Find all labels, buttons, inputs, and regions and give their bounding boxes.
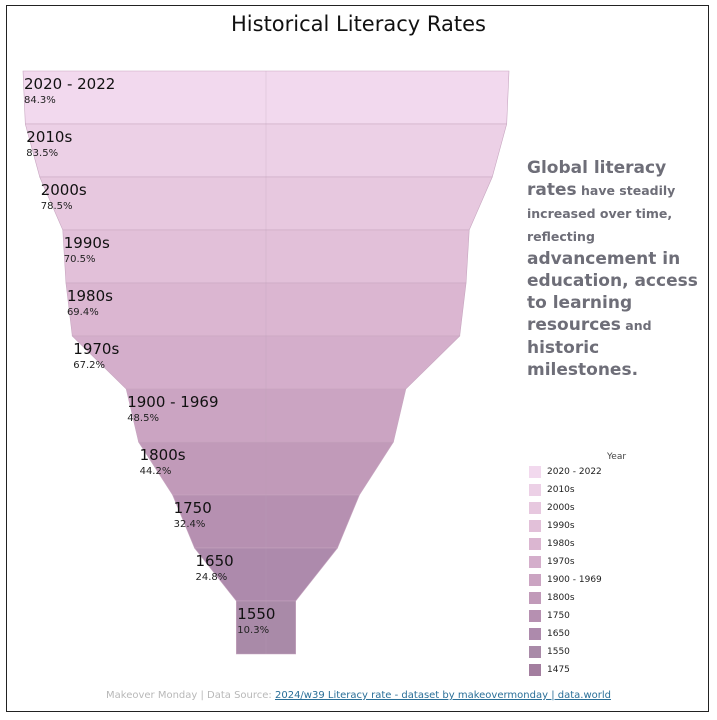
segment-label: 1550: [237, 605, 276, 623]
segment-value: 10.3%: [237, 625, 270, 636]
segment-value: 48.5%: [127, 413, 159, 424]
segment-label: 2000s: [40, 181, 87, 199]
legend-swatch: [529, 484, 541, 496]
segment-value: 84.3%: [24, 95, 56, 106]
legend-swatch: [529, 592, 541, 604]
legend-swatch: [529, 646, 541, 658]
legend-label: 1970s: [547, 557, 575, 567]
narrative-part-2: rates: [527, 180, 577, 200]
segment-value: 32.4%: [173, 519, 206, 530]
legend-label: 2020 - 2022: [547, 467, 602, 477]
segment-value: 69.4%: [66, 307, 99, 318]
legend-swatch: [529, 556, 541, 568]
segment-value: 78.5%: [40, 201, 73, 212]
legend-label: 2010s: [547, 485, 575, 495]
segment-value: 24.8%: [195, 572, 228, 583]
legend-label: 1800s: [547, 593, 575, 603]
segment-label: 1800s: [139, 446, 186, 464]
segment-label: 1900 - 1969: [127, 393, 219, 411]
legend-label: 1475: [547, 665, 570, 675]
legend-swatch: [529, 664, 541, 676]
segment-label: 1990s: [63, 234, 110, 252]
legend-swatch: [529, 466, 541, 478]
legend-swatch: [529, 538, 541, 550]
segment-label: 1980s: [66, 287, 113, 305]
legend-label: 1900 - 1969: [547, 575, 602, 585]
segment-label: 1970s: [73, 340, 120, 358]
legend-label: 1750: [547, 611, 570, 621]
segment-value: 70.5%: [63, 254, 96, 265]
segment-value: 44.2%: [139, 466, 172, 477]
data-source-link[interactable]: 2024/w39 Literacy rate - dataset by make…: [274, 690, 611, 701]
narrative-part-1: Global literacy: [527, 158, 667, 178]
segment-value: 67.2%: [73, 360, 106, 371]
chart-frame: [6, 5, 709, 712]
segment-label: 2020 - 2022: [24, 75, 116, 93]
segment-label: 1750: [173, 499, 212, 517]
legend-label: 1990s: [547, 521, 575, 531]
narrative-part-4: advancement in education, access to lear…: [527, 249, 698, 335]
narrative-part-6: historic milestones.: [527, 338, 639, 380]
legend-title: Year: [607, 452, 627, 462]
legend-label: 1650: [547, 629, 570, 639]
segment-label: 2010s: [26, 128, 73, 146]
footer: Makeover Monday | Data Source: 2024/w39 …: [0, 690, 717, 701]
footer-prefix: Makeover Monday | Data Source:: [106, 690, 275, 701]
narrative-part-5: and: [620, 318, 652, 333]
segment-value: 83.5%: [26, 148, 59, 159]
legend-swatch: [529, 502, 541, 514]
legend-swatch: [529, 574, 541, 586]
legend-swatch: [529, 520, 541, 532]
legend-label: 1550: [547, 647, 570, 657]
chart-title: Historical Literacy Rates: [231, 12, 486, 36]
segment-label: 1650: [195, 552, 234, 570]
legend-label: 1980s: [547, 539, 575, 549]
legend-swatch: [529, 610, 541, 622]
narrative-text: Global literacy rates have steadily incr…: [527, 157, 712, 381]
legend-label: 2000s: [547, 503, 575, 513]
narrative-part-3: have steadily increased over time, refle…: [527, 183, 676, 244]
legend-swatch: [529, 628, 541, 640]
